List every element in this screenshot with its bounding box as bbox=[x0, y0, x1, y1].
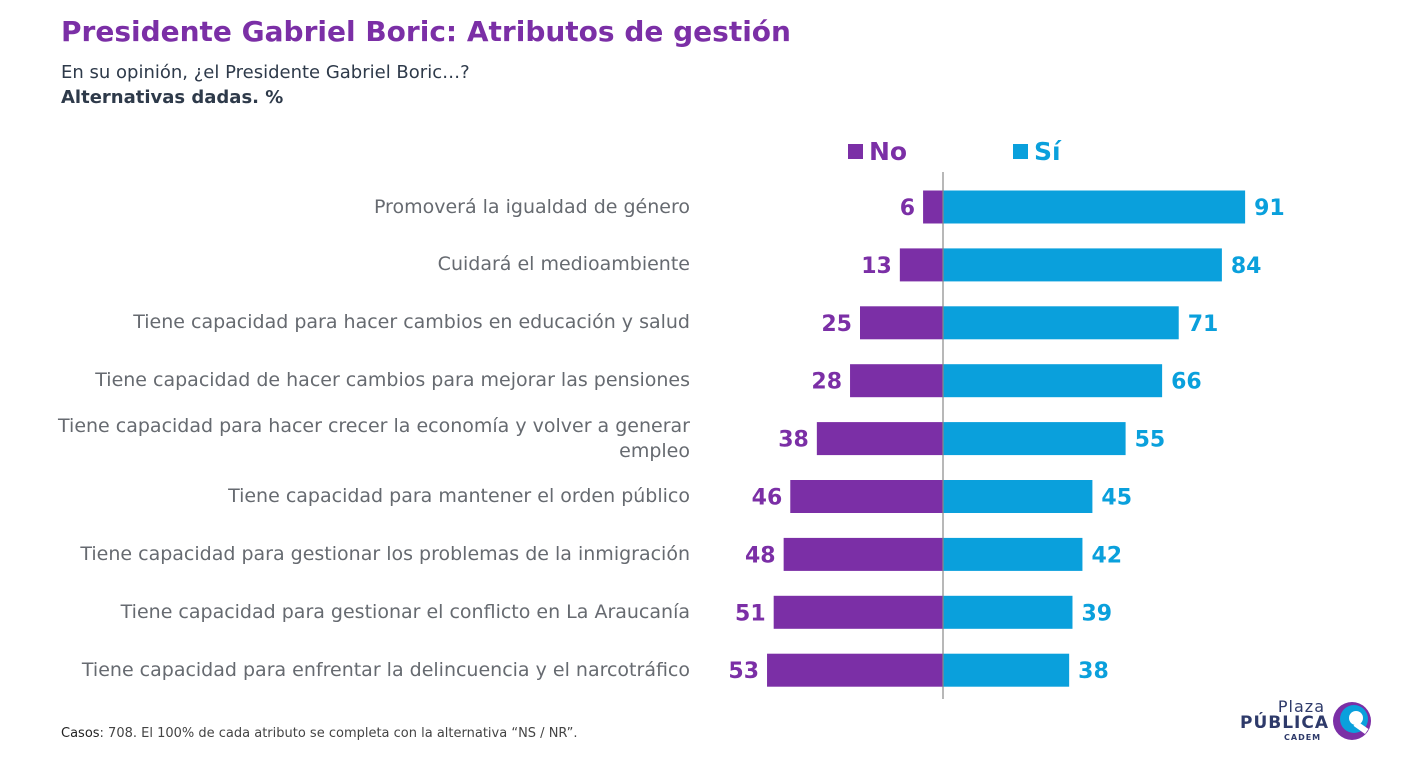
bar-si bbox=[943, 248, 1222, 282]
chart-subtitle: En su opinión, ¿el Presidente Gabriel Bo… bbox=[61, 62, 470, 83]
data-label-si: 38 bbox=[1078, 659, 1109, 684]
category-label: Cuidará el medioambiente bbox=[437, 253, 690, 276]
bar-no bbox=[790, 480, 943, 513]
legend-no: No bbox=[848, 134, 907, 168]
data-label-no: 6 bbox=[900, 196, 915, 221]
category-label: Tiene capacidad para hacer cambios en ed… bbox=[133, 311, 690, 334]
category-label: Tiene capacidad para hacer crecer la eco… bbox=[58, 414, 690, 462]
data-label-si: 42 bbox=[1091, 543, 1122, 568]
data-label-no: 48 bbox=[745, 543, 776, 568]
data-label-no: 28 bbox=[811, 370, 842, 395]
bar-no bbox=[783, 537, 943, 571]
bar-si bbox=[943, 306, 1179, 340]
data-label-si: 91 bbox=[1254, 196, 1285, 221]
legend-swatch-si bbox=[1013, 143, 1028, 159]
category-label: Tiene capacidad para gestionar el confli… bbox=[120, 600, 690, 623]
data-label-si: 55 bbox=[1135, 428, 1166, 453]
logo-line-plaza: Plaza bbox=[1277, 697, 1325, 716]
bar-no bbox=[767, 653, 943, 687]
data-label-no: 51 bbox=[735, 601, 766, 626]
category-label: Tiene capacidad para gestionar los probl… bbox=[80, 542, 690, 565]
logo-line-publica: PÚBLICA bbox=[1240, 713, 1330, 733]
chart-note: Alternativas dadas. % bbox=[61, 87, 284, 108]
data-label-no: 53 bbox=[728, 659, 759, 684]
bar-no bbox=[899, 248, 943, 282]
bar-si bbox=[943, 653, 1070, 687]
legend-label-no: No bbox=[869, 136, 908, 166]
logo-mark-icon bbox=[1333, 702, 1371, 740]
bar-no bbox=[923, 190, 943, 224]
bar-no bbox=[816, 422, 943, 456]
category-label: Tiene capacidad para enfrentar la delinc… bbox=[81, 658, 690, 681]
bar-si bbox=[943, 190, 1246, 224]
chart-title: Presidente Gabriel Boric: Atributos de g… bbox=[61, 15, 791, 48]
bar-si bbox=[943, 595, 1073, 629]
data-label-no: 38 bbox=[778, 428, 809, 453]
logo-line-cadem: CADEM bbox=[1284, 733, 1322, 742]
bar-no bbox=[773, 595, 943, 629]
category-label: Promoverá la igualdad de género bbox=[373, 195, 690, 218]
data-label-no: 25 bbox=[821, 312, 852, 337]
category-label: Tiene capacidad de hacer cambios para me… bbox=[95, 369, 690, 392]
bar-no bbox=[850, 364, 943, 398]
bar-si bbox=[943, 422, 1126, 456]
footer-note: Casos: 708. El 100% de cada atributo se … bbox=[61, 726, 578, 741]
footer-casos-label: Casos bbox=[61, 726, 100, 741]
legend-label-si: Sí bbox=[1034, 136, 1061, 166]
legend-swatch-no bbox=[848, 143, 863, 159]
data-label-si: 66 bbox=[1171, 370, 1202, 395]
data-label-no: 13 bbox=[861, 254, 892, 279]
legend-si: Sí bbox=[1013, 134, 1061, 168]
plaza-publica-cadem-logo: Plaza PÚBLICA CADEM bbox=[1240, 697, 1375, 747]
footer-casos-text: : 708. El 100% de cada atributo se compl… bbox=[99, 726, 578, 741]
data-label-si: 39 bbox=[1081, 601, 1112, 626]
data-label-si: 71 bbox=[1188, 312, 1219, 337]
bar-si bbox=[943, 364, 1163, 398]
data-label-no: 46 bbox=[752, 486, 783, 511]
data-label-si: 84 bbox=[1231, 254, 1262, 279]
bar-no bbox=[860, 306, 943, 340]
data-label-si: 45 bbox=[1101, 486, 1132, 511]
category-label: Tiene capacidad para mantener el orden p… bbox=[228, 485, 690, 507]
bar-si bbox=[943, 537, 1083, 571]
bar-si bbox=[943, 480, 1093, 513]
